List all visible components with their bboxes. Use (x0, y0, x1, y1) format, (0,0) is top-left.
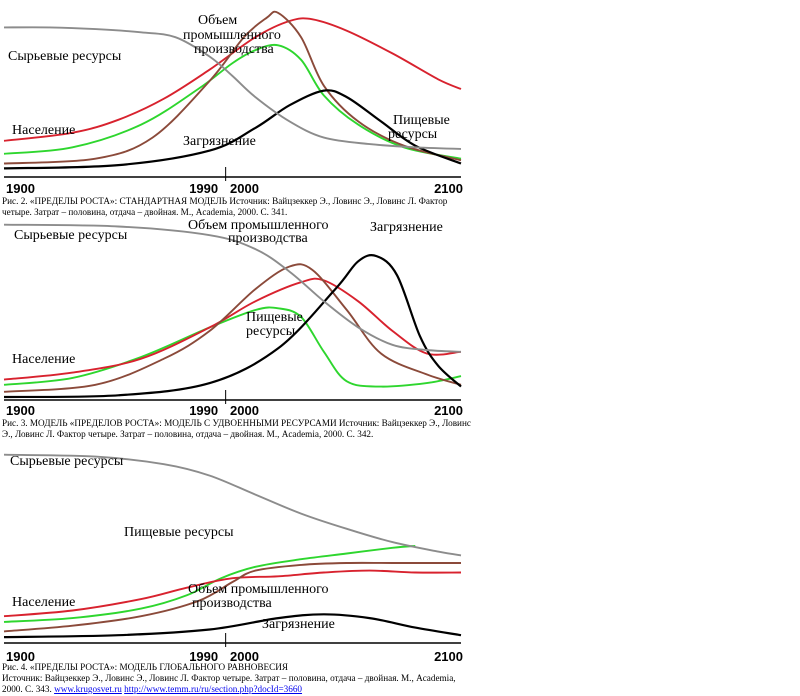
label-population: Население (12, 123, 75, 138)
chart-global-equilibrium: Сырьевые ресурсы Пищевые ресурсы Населен… (3, 453, 463, 663)
chart-panel-2: Сырьевые ресурсы Объем промышленного про… (0, 217, 466, 432)
series-line-population (3, 277, 462, 381)
label-industry: промышленного (183, 28, 281, 43)
label-food: Пищевые ресурсы (124, 525, 234, 540)
x-tick-label: 2100 (434, 649, 463, 663)
caption-fig-3: Рис. 3. МОДЕЛЬ «ПРЕДЕЛОВ РОСТА»: МОДЕЛЬ … (2, 418, 471, 439)
x-tick-label: 2000 (230, 403, 259, 417)
series-line-industry (3, 263, 462, 393)
series-line-pollution (3, 254, 462, 399)
label-industry: Объем (198, 13, 237, 28)
x-tick-label: 2000 (230, 181, 259, 195)
series-line-pollution (3, 89, 462, 170)
series-line-industry (3, 10, 462, 165)
link-krugosvet[interactable]: www.krugosvet.ru (54, 684, 122, 694)
link-temm[interactable]: http://www.temm.ru/ru/section.php?docId=… (124, 684, 303, 694)
label-raw-resources: Сырьевые ресурсы (10, 454, 124, 469)
x-tick-label: 1990 (189, 649, 218, 663)
x-tick-label: 2000 (230, 649, 259, 663)
series-line-population (3, 17, 462, 142)
caption-fig-4-title: Рис. 4. «ПРЕДЕЛЫ РОСТА»: МОДЕЛЬ ГЛОБАЛЬН… (2, 662, 289, 672)
x-tick-label: 1990 (189, 403, 218, 417)
x-tick-label: 2100 (434, 181, 463, 195)
label-industry: производства (194, 42, 275, 57)
chart-standard-model: Объем промышленного производства Сырьевы… (3, 10, 463, 195)
label-pollution: Загрязнение (183, 134, 256, 149)
label-food: ресурсы (388, 127, 438, 142)
label-raw-resources: Сырьевые ресурсы (14, 228, 128, 243)
x-tick-label: 1900 (6, 649, 35, 663)
label-raw-resources: Сырьевые ресурсы (8, 49, 122, 64)
chart-doubled-resources: Сырьевые ресурсы Объем промышленного про… (3, 218, 463, 417)
series-line-pollution (3, 613, 462, 639)
chart-panel-1: Объем промышленного производства Сырьевы… (0, 0, 466, 210)
caption-fig-4: Рис. 4. «ПРЕДЕЛЫ РОСТА»: МОДЕЛЬ ГЛОБАЛЬН… (2, 662, 472, 695)
label-industry: Объем промышленного (188, 218, 329, 233)
series-line-population (3, 569, 462, 618)
label-population: Население (12, 595, 75, 610)
x-tick-label: 2100 (434, 403, 463, 417)
label-industry: производства (192, 596, 273, 611)
x-tick-label: 1900 (6, 403, 35, 417)
series-line-food (3, 544, 416, 623)
chart-panel-3: Сырьевые ресурсы Пищевые ресурсы Населен… (0, 441, 466, 666)
label-food: ресурсы (246, 324, 296, 339)
x-tick-label: 1990 (189, 181, 218, 195)
label-food: Пищевые (393, 113, 450, 128)
caption-fig-2: Рис. 2. «ПРЕДЕЛЫ РОСТА»: СТАНДАРТНАЯ МОД… (2, 196, 448, 217)
series-line-raw-resources (3, 223, 462, 353)
label-industry: Объем промышленного (188, 582, 329, 597)
label-population: Население (12, 352, 75, 367)
label-pollution: Загрязнение (262, 617, 335, 632)
label-pollution: Загрязнение (370, 220, 443, 235)
x-tick-label: 1900 (6, 181, 35, 195)
label-industry: производства (228, 231, 309, 246)
series-line-raw-resources (3, 453, 462, 557)
series-line-food (3, 43, 462, 160)
caption-fig-4-source: Источник: Вайцзеккер Э., Ловинс Э., Лови… (2, 673, 456, 694)
series-line-industry (3, 561, 461, 633)
series-line-raw-resources (3, 26, 462, 150)
label-food: Пищевые (246, 310, 303, 325)
